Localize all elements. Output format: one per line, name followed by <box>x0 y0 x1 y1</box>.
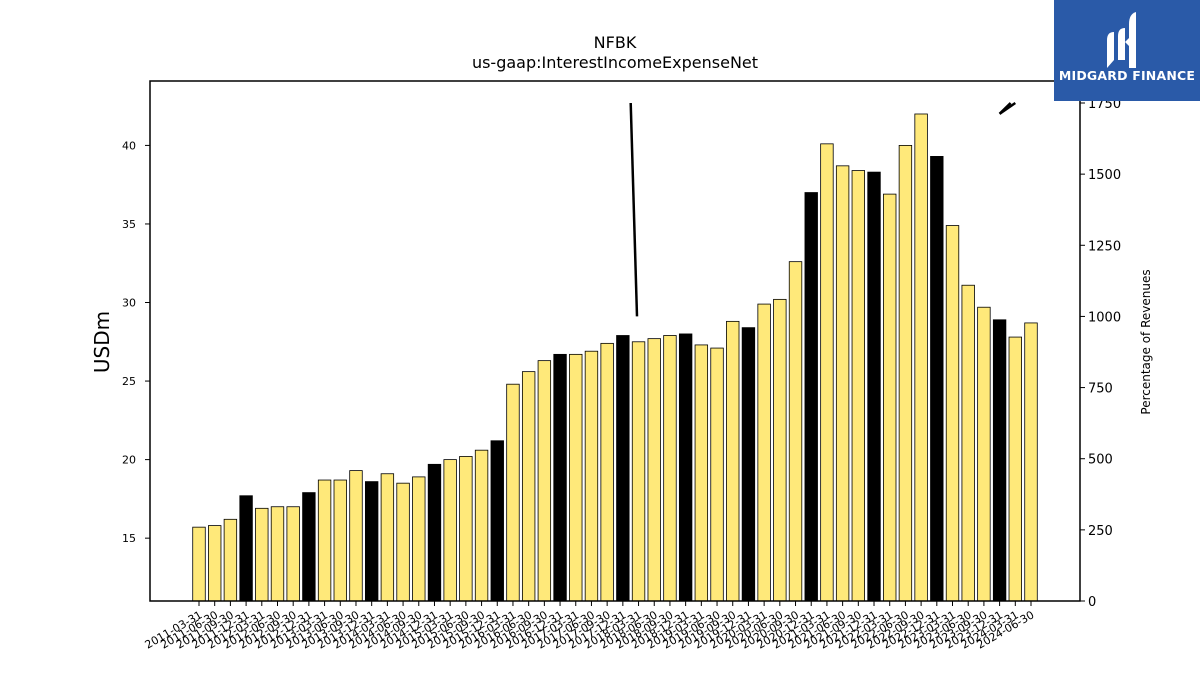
bar <box>741 327 756 602</box>
chart-subtitle: us-gaap:InterestIncomeExpenseNet <box>472 53 758 72</box>
bar <box>364 481 379 602</box>
bar <box>270 506 285 602</box>
bar <box>694 344 709 602</box>
bar <box>616 335 630 602</box>
bar <box>380 473 395 602</box>
bar <box>710 347 724 602</box>
line-series <box>629 102 639 317</box>
bar <box>820 143 834 602</box>
bar <box>851 170 865 602</box>
bar <box>584 350 599 602</box>
brand-logo: MIDGARD FINANCE <box>1054 0 1200 101</box>
bar <box>647 338 661 602</box>
bar <box>757 303 771 602</box>
bar <box>961 284 975 602</box>
bar <box>678 333 693 602</box>
bar <box>302 492 316 602</box>
bar <box>506 383 520 602</box>
bar <box>883 193 897 602</box>
bar <box>600 342 614 602</box>
plot-frame <box>149 80 1081 602</box>
y2-tick-label: 1250 <box>1088 239 1121 254</box>
bar <box>914 113 928 602</box>
y2-tick-label: 1000 <box>1088 310 1121 325</box>
y2-tick-label: 500 <box>1088 453 1113 468</box>
bar <box>396 482 410 602</box>
y-tick-label: 20 <box>122 454 136 467</box>
bar <box>945 225 960 602</box>
bar <box>1024 322 1038 602</box>
bar <box>553 353 567 602</box>
bar <box>427 463 442 602</box>
y-tick-label: 15 <box>122 532 136 545</box>
x-axis-ticks: 2011-03-312011-06-302011-09-302011-12-31… <box>143 601 1037 652</box>
bar <box>835 165 850 602</box>
bar <box>521 371 536 602</box>
bars-group <box>192 113 1038 602</box>
bar <box>977 306 991 602</box>
logo-text: MIDGARD FINANCE <box>1058 68 1196 83</box>
chart-title: NFBK <box>594 33 637 52</box>
bar <box>804 192 818 602</box>
y-tick-label: 40 <box>122 139 136 152</box>
bar <box>930 156 944 602</box>
bar <box>412 476 426 602</box>
bar <box>349 470 363 602</box>
bar <box>1008 336 1022 602</box>
y2-tick-label: 1500 <box>1088 168 1121 183</box>
bar <box>663 335 677 602</box>
bar <box>443 459 457 602</box>
y-axis-label: USDm <box>90 311 114 373</box>
bar <box>333 479 347 602</box>
bar <box>474 449 489 602</box>
bar <box>459 456 473 602</box>
bar <box>208 525 222 602</box>
bar <box>192 526 206 602</box>
bar <box>773 298 787 602</box>
bar <box>569 353 583 602</box>
bar <box>537 360 552 602</box>
bar <box>726 320 740 602</box>
bar <box>317 479 332 602</box>
y2-tick-label: 750 <box>1088 382 1113 397</box>
y2-tick-label: 250 <box>1088 524 1113 539</box>
bar <box>788 261 803 602</box>
line-series-group <box>629 101 1017 317</box>
bar <box>490 440 504 602</box>
bar <box>239 495 253 602</box>
line-series <box>998 101 1017 115</box>
y-tick-label: 35 <box>122 218 136 231</box>
y2-axis-label: Percentage of Revenues <box>1139 269 1153 414</box>
y2-tick-label: 0 <box>1088 595 1096 610</box>
bar <box>631 341 646 602</box>
bar <box>992 319 1007 602</box>
bar <box>286 506 300 602</box>
bar <box>223 518 238 602</box>
y-tick-label: 30 <box>122 297 136 310</box>
bar <box>867 171 881 602</box>
bar <box>898 145 913 602</box>
y-tick-label: 25 <box>122 375 136 388</box>
logo-mark-icon <box>1107 12 1136 68</box>
bar <box>255 507 269 602</box>
y-axis-ticks: 15 20 25 30 35 40 <box>122 139 150 545</box>
